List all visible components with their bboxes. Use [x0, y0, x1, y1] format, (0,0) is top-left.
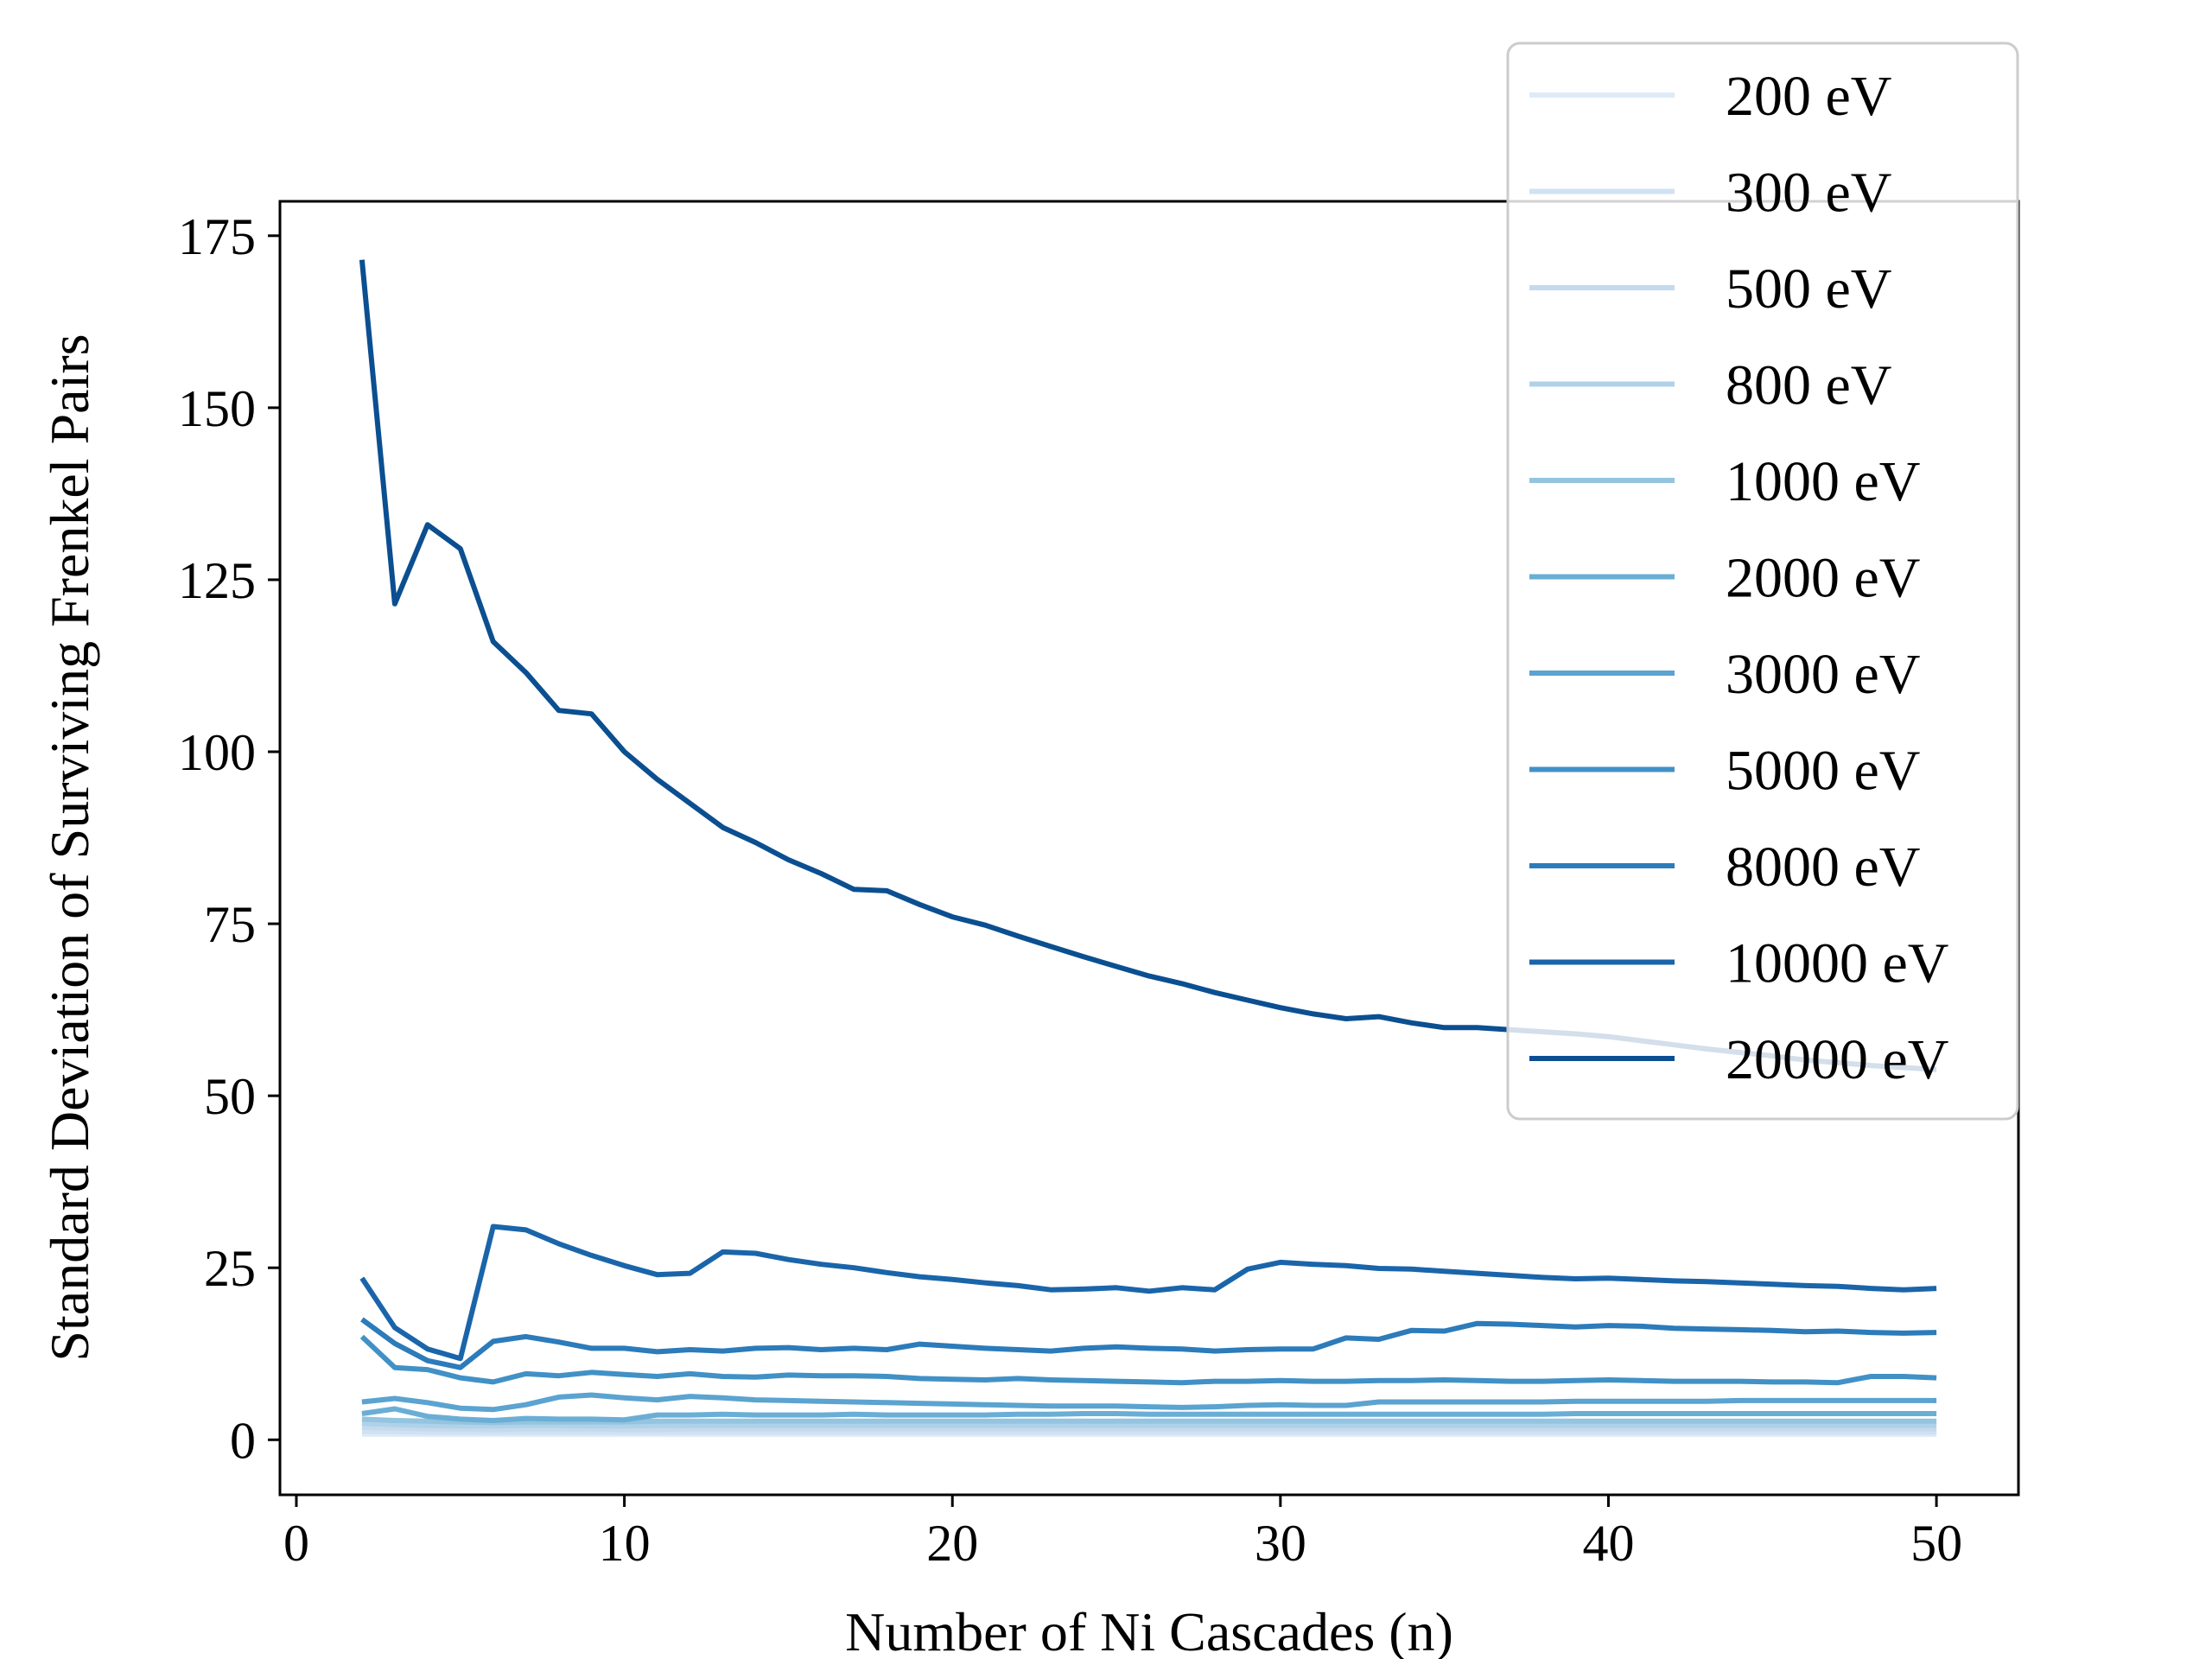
- x-tick-label-4: 40: [1582, 1515, 1634, 1572]
- legend-label-8: 8000 eV: [1726, 836, 1920, 899]
- x-tick-label-5: 50: [1910, 1515, 1962, 1572]
- y-tick-label-3: 75: [204, 896, 256, 953]
- legend-box: [1506, 41, 2019, 1121]
- y-tick-label-7: 175: [178, 208, 256, 265]
- legend-label-7: 5000 eV: [1726, 740, 1920, 803]
- x-axis-label: Number of Ni Cascades (n): [845, 1601, 1453, 1659]
- y-tick-label-6: 150: [178, 380, 256, 437]
- legend-label-9: 10000 eV: [1726, 932, 1948, 995]
- legend-items: 200 eV 300 eV 500 eV 800 eV 1000 eV 2000 eV 30…: [1529, 65, 1948, 1091]
- series-line-5: [361, 1406, 1937, 1423]
- series-line-3: [361, 1421, 1937, 1429]
- legend-label-6: 3000 eV: [1726, 643, 1920, 706]
- series-line-6: [361, 1392, 1937, 1413]
- legend-label-1: 300 eV: [1726, 162, 1891, 225]
- series-line-7: [359, 1334, 1937, 1386]
- x-tick-label-1: 10: [599, 1515, 651, 1572]
- legend-label-4: 1000 eV: [1726, 450, 1920, 513]
- x-axis: 0 10 20 30 40 50: [283, 1495, 1962, 1572]
- legend-label-3: 800 eV: [1726, 354, 1891, 417]
- y-axis-label: Standard Deviation of Surviving Frenkel …: [39, 334, 100, 1361]
- legend: 200 eV 300 eV 500 eV 800 eV 1000 eV 2000 eV 30…: [1506, 41, 2019, 1121]
- series-line-2: [361, 1425, 1937, 1433]
- series-line-9: [359, 1224, 1937, 1362]
- y-tick-label-2: 50: [204, 1068, 256, 1125]
- y-tick-label-1: 25: [204, 1240, 256, 1297]
- x-tick-label-3: 30: [1255, 1515, 1306, 1572]
- series-line-8: [360, 1317, 1937, 1370]
- y-axis: 0 25 50 75 100 125 150 175: [178, 208, 280, 1469]
- y-tick-label-5: 125: [178, 552, 256, 609]
- legend-label-2: 500 eV: [1726, 257, 1891, 321]
- legend-label-0: 200 eV: [1726, 65, 1891, 128]
- series-line-1: [361, 1428, 1937, 1435]
- x-tick-label-2: 20: [926, 1515, 978, 1572]
- legend-label-10: 20000 eV: [1726, 1028, 1948, 1091]
- x-tick-label-0: 0: [283, 1515, 309, 1572]
- legend-label-5: 2000 eV: [1726, 547, 1920, 610]
- y-tick-label-4: 100: [178, 724, 256, 781]
- y-tick-label-0: 0: [230, 1412, 256, 1469]
